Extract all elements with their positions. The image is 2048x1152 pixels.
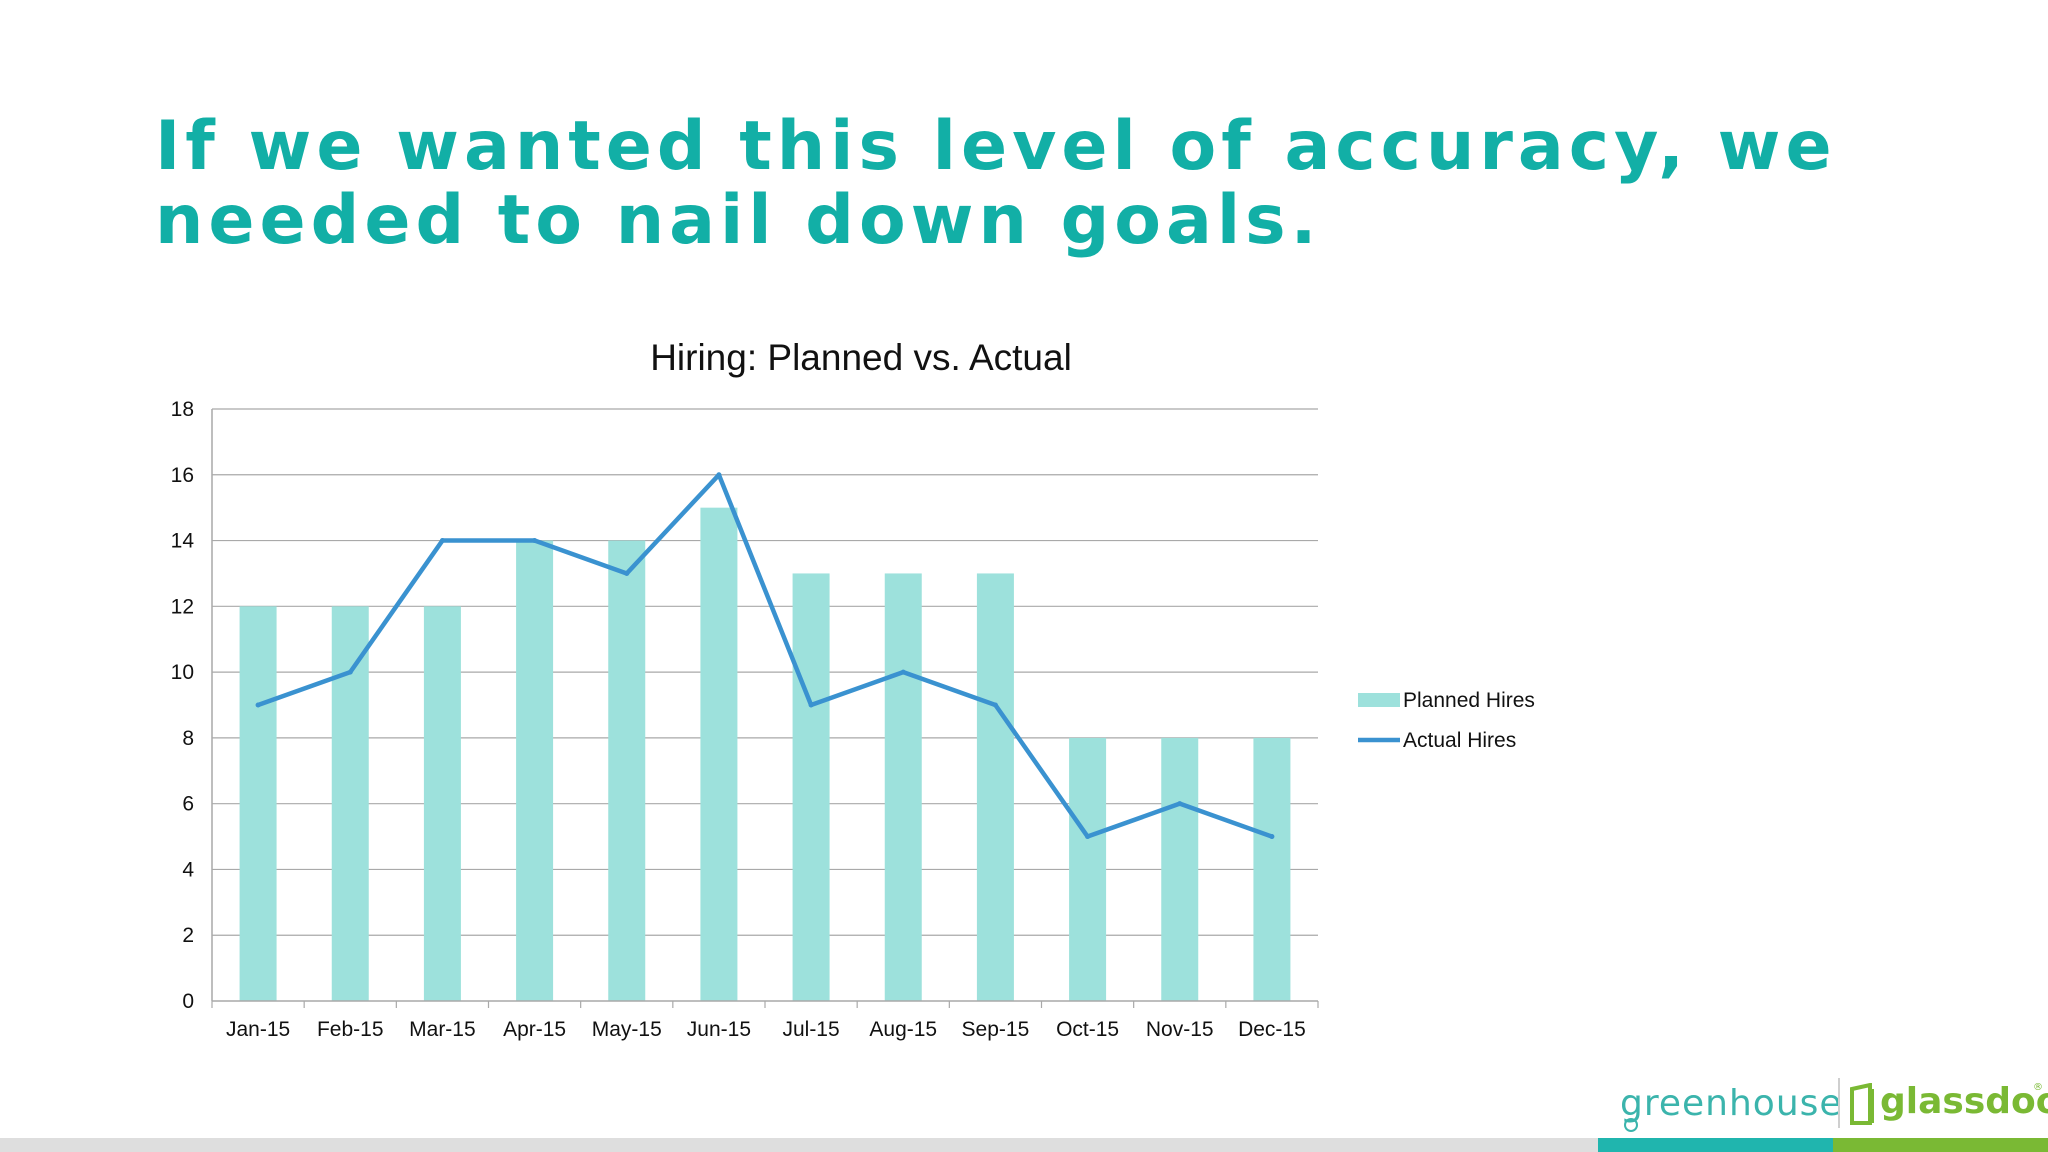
x-tick-label: Jun-15 bbox=[687, 1018, 751, 1041]
bar-planned-hires bbox=[239, 606, 277, 1001]
y-tick-label: 8 bbox=[182, 727, 194, 750]
hiring-chart: Hiring: Planned vs. Actual 0 2 4 6 8 10 12 14 16… bbox=[171, 337, 1535, 1041]
y-tick-label: 16 bbox=[171, 464, 194, 487]
footer-bar-teal bbox=[1598, 1138, 1833, 1152]
point-actual-hires bbox=[1269, 834, 1275, 840]
bar-planned-hires bbox=[976, 573, 1014, 1001]
chart-title: Hiring: Planned vs. Actual bbox=[650, 337, 1072, 378]
x-tick-label: Apr-15 bbox=[503, 1018, 566, 1041]
x-tick-label: Jul-15 bbox=[782, 1018, 839, 1041]
y-tick-label: 4 bbox=[182, 858, 194, 881]
point-actual-hires bbox=[900, 669, 906, 675]
bar-planned-hires bbox=[516, 540, 554, 1001]
x-tick-label: Feb-15 bbox=[317, 1018, 384, 1041]
x-tick-label: Dec-15 bbox=[1238, 1018, 1306, 1041]
registered-mark-icon: ® bbox=[2033, 1082, 2043, 1093]
line-actual-hires bbox=[255, 472, 1275, 840]
bar-planned-hires bbox=[608, 540, 646, 1001]
greenhouse-logo: greenhouse bbox=[1620, 1083, 1843, 1124]
y-tick-label: 6 bbox=[182, 793, 194, 816]
bar-planned-hires bbox=[884, 573, 922, 1001]
y-tick-label: 14 bbox=[171, 530, 195, 553]
point-actual-hires bbox=[992, 702, 998, 708]
greenhouse-dot-icon bbox=[1624, 1118, 1638, 1132]
legend-label-actual-hires: Actual Hires bbox=[1403, 729, 1516, 752]
point-actual-hires bbox=[347, 669, 353, 675]
chart-container: Hiring: Planned vs. Actual 0 2 4 6 8 10 12 14 16… bbox=[171, 337, 1535, 1041]
bar-planned-hires bbox=[1253, 737, 1291, 1001]
bar-planned-hires bbox=[1161, 737, 1199, 1001]
point-actual-hires bbox=[808, 702, 814, 708]
glassdoor-door-icon bbox=[1850, 1083, 1874, 1125]
bar-planned-hires bbox=[331, 606, 369, 1001]
logo-divider bbox=[1838, 1078, 1840, 1128]
point-actual-hires bbox=[716, 472, 722, 478]
y-tick-label: 18 bbox=[171, 398, 194, 421]
slide-headline: If we wanted this level of accuracy, we … bbox=[155, 107, 1837, 260]
axes: 0 2 4 6 8 10 12 14 16 18 Jan-15 Feb-15 Mar-15 Apr-15 M… bbox=[171, 398, 1319, 1041]
x-tick-label: Nov-15 bbox=[1146, 1018, 1214, 1041]
legend-label-planned-hires: Planned Hires bbox=[1403, 689, 1535, 712]
x-tick-label: Sep-15 bbox=[962, 1018, 1030, 1041]
x-tick-label: Aug-15 bbox=[869, 1018, 937, 1041]
glassdoor-logo: glassdoor bbox=[1880, 1081, 2048, 1122]
bar-planned-hires bbox=[423, 606, 461, 1001]
y-tick-label: 2 bbox=[182, 924, 194, 947]
footer-bar-gray bbox=[0, 1138, 1598, 1152]
y-tick-label: 10 bbox=[171, 661, 194, 684]
gridlines bbox=[212, 408, 1318, 936]
y-tick-label: 0 bbox=[182, 990, 194, 1013]
point-actual-hires bbox=[532, 538, 538, 544]
bar-planned-hires bbox=[792, 573, 830, 1001]
chart-legend: Planned Hires Actual Hires bbox=[1358, 689, 1535, 752]
point-actual-hires bbox=[439, 538, 445, 544]
legend-swatch-planned-hires bbox=[1358, 693, 1400, 707]
y-tick-label: 12 bbox=[171, 595, 194, 618]
point-actual-hires bbox=[1177, 801, 1183, 807]
x-tick-label: Mar-15 bbox=[409, 1018, 476, 1041]
point-actual-hires bbox=[624, 570, 630, 576]
point-actual-hires bbox=[255, 702, 261, 708]
brand-logos: greenhouse glassdoor ® bbox=[1618, 1078, 2048, 1134]
bar-planned-hires bbox=[700, 507, 738, 1001]
line-actual-hires-path bbox=[255, 472, 1275, 839]
footer-bar-green bbox=[1833, 1138, 2048, 1152]
x-tick-label: May-15 bbox=[592, 1018, 662, 1041]
point-actual-hires bbox=[1085, 834, 1091, 840]
bar-planned-hires bbox=[1069, 737, 1107, 1001]
bars-planned-hires bbox=[239, 507, 1291, 1001]
x-tick-label: Oct-15 bbox=[1056, 1018, 1119, 1041]
x-tick-label: Jan-15 bbox=[226, 1018, 290, 1041]
